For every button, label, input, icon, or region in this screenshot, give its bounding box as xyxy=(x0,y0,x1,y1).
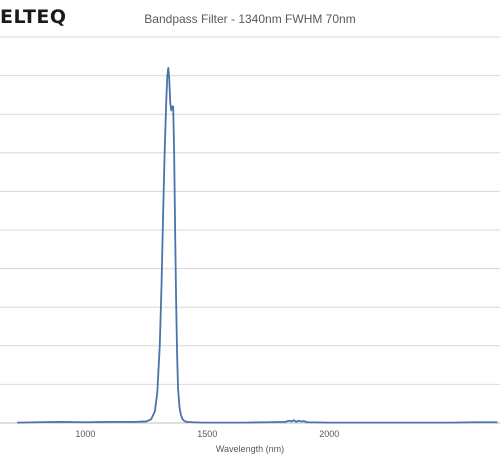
x-tick-label: 1000 xyxy=(75,429,95,439)
transmission-series-line xyxy=(17,66,498,424)
gridlines xyxy=(0,36,500,385)
x-tick-label: 2000 xyxy=(319,429,339,439)
x-tick-label: 1500 xyxy=(197,429,217,439)
x-tick-labels: 1000 1500 2000 xyxy=(75,429,339,439)
x-axis-title: Wavelength (nm) xyxy=(216,444,284,454)
chart-title: Bandpass Filter - 1340nm FWHM 70nm xyxy=(144,12,356,26)
brand-logo: ELTEQ xyxy=(0,6,67,28)
series-layer xyxy=(17,66,498,424)
